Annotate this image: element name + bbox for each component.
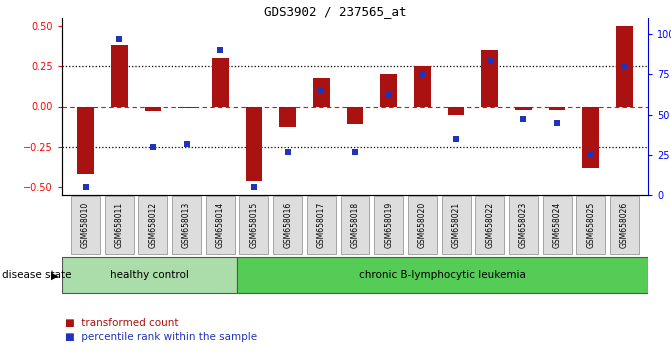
Bar	[380, 74, 397, 107]
Text: ▶: ▶	[51, 270, 58, 280]
Bar	[178, 107, 195, 108]
Text: GSM658025: GSM658025	[586, 202, 595, 249]
Point	[181, 141, 192, 146]
Bar	[246, 107, 262, 181]
FancyBboxPatch shape	[206, 196, 235, 255]
Bar	[414, 66, 431, 107]
Point	[81, 184, 91, 190]
Point	[282, 149, 293, 154]
Point	[148, 144, 158, 149]
Text: GSM658021: GSM658021	[452, 202, 460, 249]
Text: GSM658022: GSM658022	[485, 202, 495, 249]
Text: GSM658013: GSM658013	[182, 202, 191, 249]
Bar	[279, 107, 296, 127]
FancyBboxPatch shape	[509, 196, 538, 255]
FancyBboxPatch shape	[475, 196, 504, 255]
FancyBboxPatch shape	[307, 196, 336, 255]
Bar	[448, 107, 464, 115]
Text: GSM658016: GSM658016	[283, 202, 292, 249]
Text: GSM658019: GSM658019	[384, 202, 393, 249]
Point	[619, 63, 630, 69]
Bar	[616, 26, 633, 107]
Text: GSM658023: GSM658023	[519, 202, 528, 249]
Bar	[481, 50, 498, 107]
Point	[585, 152, 596, 158]
FancyBboxPatch shape	[240, 196, 268, 255]
Text: GSM658010: GSM658010	[81, 202, 90, 249]
Point	[316, 87, 327, 93]
Text: GSM658018: GSM658018	[350, 202, 360, 249]
Text: ■  transformed count: ■ transformed count	[65, 318, 179, 328]
Text: GSM658015: GSM658015	[250, 202, 258, 249]
Point	[248, 184, 259, 190]
Text: GSM658014: GSM658014	[216, 202, 225, 249]
FancyBboxPatch shape	[543, 196, 572, 255]
FancyBboxPatch shape	[237, 257, 648, 293]
Point	[552, 120, 562, 125]
FancyBboxPatch shape	[610, 196, 639, 255]
Bar	[347, 107, 364, 124]
FancyBboxPatch shape	[576, 196, 605, 255]
FancyBboxPatch shape	[442, 196, 470, 255]
Text: ■  percentile rank within the sample: ■ percentile rank within the sample	[65, 332, 258, 342]
Bar	[111, 45, 127, 107]
Text: GSM658012: GSM658012	[148, 202, 158, 249]
Point	[114, 36, 125, 42]
Point	[417, 72, 427, 77]
FancyBboxPatch shape	[71, 196, 100, 255]
Bar	[77, 107, 94, 174]
Text: GSM658011: GSM658011	[115, 202, 123, 249]
Text: GSM658020: GSM658020	[418, 202, 427, 249]
Point	[518, 116, 529, 122]
FancyBboxPatch shape	[138, 196, 167, 255]
Bar	[549, 107, 566, 110]
Point	[451, 136, 462, 142]
Text: disease state: disease state	[2, 270, 74, 280]
Point	[350, 149, 360, 154]
FancyBboxPatch shape	[374, 196, 403, 255]
Text: GDS3902 / 237565_at: GDS3902 / 237565_at	[264, 5, 407, 18]
FancyBboxPatch shape	[273, 196, 302, 255]
Text: GSM658026: GSM658026	[620, 202, 629, 249]
Text: chronic B-lymphocytic leukemia: chronic B-lymphocytic leukemia	[359, 270, 526, 280]
Bar	[212, 58, 229, 107]
Bar	[515, 107, 532, 110]
FancyBboxPatch shape	[105, 196, 134, 255]
FancyBboxPatch shape	[408, 196, 437, 255]
FancyBboxPatch shape	[172, 196, 201, 255]
FancyBboxPatch shape	[340, 196, 370, 255]
FancyBboxPatch shape	[62, 257, 237, 293]
Text: GSM658024: GSM658024	[553, 202, 562, 249]
Point	[484, 59, 495, 64]
Bar	[582, 107, 599, 168]
Bar	[144, 107, 161, 111]
Point	[383, 92, 394, 98]
Point	[215, 47, 225, 53]
Text: healthy control: healthy control	[110, 270, 189, 280]
Bar	[313, 78, 329, 107]
Text: GSM658017: GSM658017	[317, 202, 326, 249]
